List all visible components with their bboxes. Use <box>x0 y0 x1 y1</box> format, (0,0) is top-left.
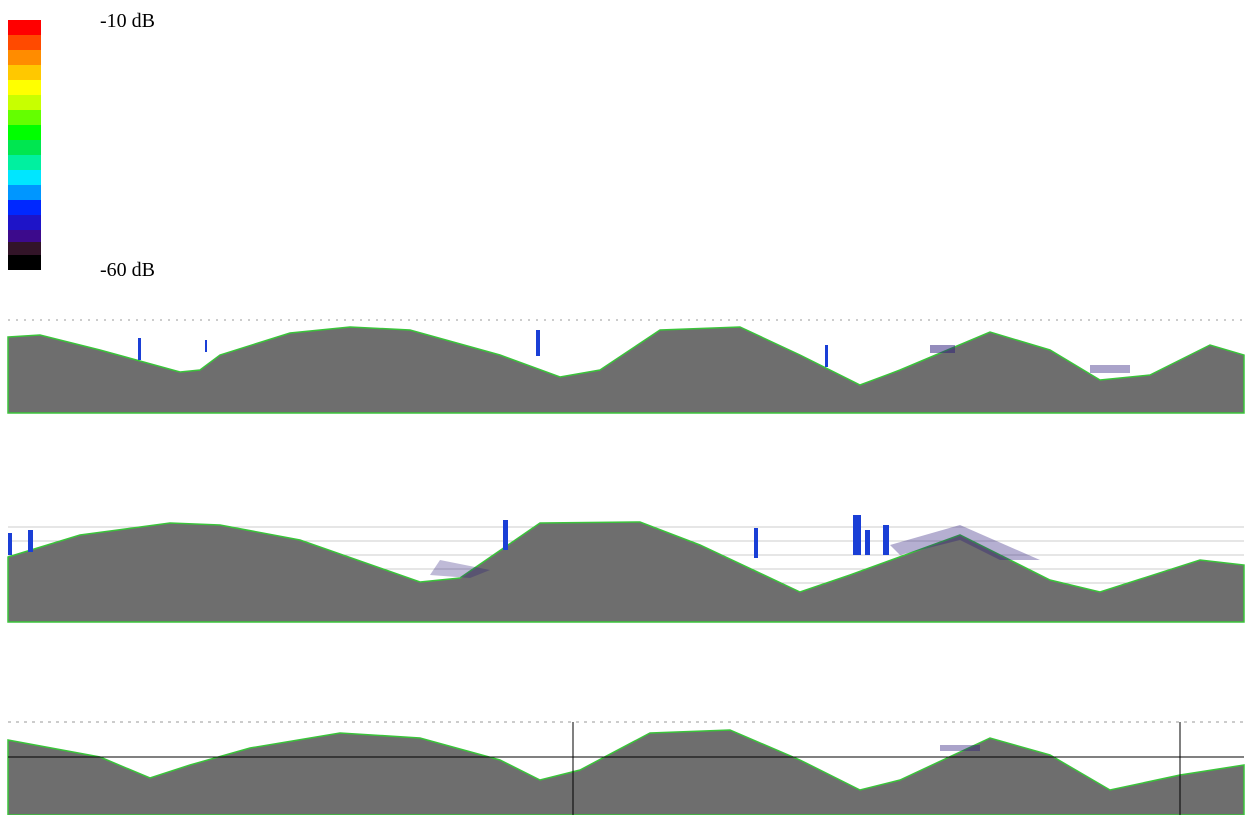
fish-echo <box>865 530 870 555</box>
color-step <box>8 170 41 185</box>
colorbar: -10 dB -60 dB <box>8 10 155 281</box>
color-step <box>8 65 41 80</box>
fish-echo <box>28 530 33 552</box>
color-step <box>8 80 41 95</box>
echogram-panel <box>7 515 1245 623</box>
echogram-panel <box>7 319 1245 414</box>
scatter-layer <box>430 560 490 578</box>
echogram-panel <box>7 721 1245 815</box>
fish-echo <box>503 520 508 550</box>
fish-echo <box>754 528 758 558</box>
color-step <box>8 35 41 50</box>
color-step <box>8 125 41 140</box>
color-step <box>8 20 41 35</box>
color-step <box>8 110 41 125</box>
color-step <box>8 140 41 155</box>
colorbar-min-label: -60 dB <box>100 259 155 281</box>
color-step <box>8 95 41 110</box>
scatter-layer <box>890 525 1040 560</box>
color-step <box>8 242 41 255</box>
scatter-layer <box>930 345 955 353</box>
fish-echo <box>8 533 12 555</box>
color-step <box>8 155 41 170</box>
color-step <box>8 185 41 200</box>
color-step <box>8 200 41 215</box>
seabed <box>7 521 1245 623</box>
color-step <box>8 50 41 65</box>
fish-echo <box>536 330 540 356</box>
fish-echo <box>205 340 207 352</box>
scatter-layer <box>940 745 980 751</box>
scatter-layer <box>1090 365 1130 373</box>
seabed <box>7 729 1245 815</box>
color-step <box>8 255 41 270</box>
seabed <box>7 326 1245 414</box>
color-step <box>8 230 41 242</box>
fish-echo <box>883 525 889 555</box>
fish-echo <box>853 515 861 555</box>
color-step <box>8 215 41 230</box>
fish-echo <box>825 345 828 367</box>
fish-echo <box>138 338 141 360</box>
colorbar-max-label: -10 dB <box>100 10 155 32</box>
